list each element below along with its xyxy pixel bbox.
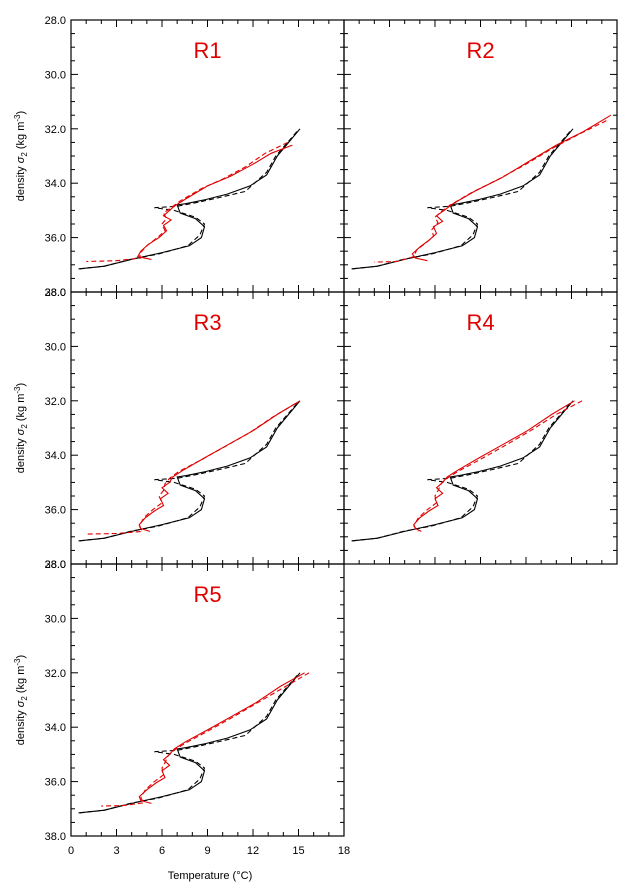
y-axis-title: density σ2 (kg m-3) <box>13 111 29 201</box>
y-tick-label: 34.0 <box>45 722 66 734</box>
y-label-symbol: σ <box>15 428 27 435</box>
y-tick-label: 30.0 <box>45 341 66 353</box>
y-label-sub: 2 <box>20 696 29 701</box>
y-tick-label: 38.0 <box>45 559 66 571</box>
y-tick-label: 28.0 <box>45 287 66 299</box>
panel-title: R5 <box>193 582 221 607</box>
ticks <box>70 19 345 293</box>
y-label-unit: (kg m <box>15 394 27 425</box>
x-axis-title: Temperature (°C) <box>168 870 252 882</box>
y-tick-label: 36.0 <box>45 233 66 245</box>
y-axis-labels: density σ2 (kg m-3)density σ2 (kg m-3)de… <box>13 111 29 745</box>
series-red-dashed <box>101 672 310 807</box>
y-label-symbol: σ <box>15 700 27 707</box>
panel-title: R2 <box>466 38 494 63</box>
y-label-unit-close: ) <box>15 111 27 115</box>
y-tick-label: 36.0 <box>45 505 66 517</box>
y-axis-title: density σ2 (kg m-3) <box>13 655 29 745</box>
x-tick-label: 3 <box>113 845 119 857</box>
y-label-text: density <box>15 163 27 201</box>
ticks <box>70 563 345 837</box>
series-black-solid <box>78 128 301 270</box>
y-tick-label: 38.0 <box>45 831 66 843</box>
series-red-dashed <box>86 141 289 263</box>
y-tick-label: 30.0 <box>45 69 66 81</box>
x-tick-label: 0 <box>68 845 74 857</box>
panel-r4: R4 <box>343 291 618 565</box>
series-black-dashed <box>78 403 298 542</box>
series-black-dashed <box>351 131 571 270</box>
ticks <box>343 291 618 565</box>
y-tick-label: 28.0 <box>45 15 66 27</box>
panel-title: R4 <box>466 310 494 335</box>
panel-r1: 28.0 30.0 32.0 34.0 36.0 38.0 R1 <box>45 15 345 299</box>
panel-title: R3 <box>193 310 221 335</box>
y-label-text: density <box>15 707 27 745</box>
y-axis-title: density σ2 (kg m-3) <box>13 383 29 473</box>
ticks <box>343 19 618 293</box>
x-tick-label: 18 <box>338 845 350 857</box>
y-tick-label: 28.0 <box>45 559 66 571</box>
x-tick-label: 9 <box>204 845 210 857</box>
y-label-unit: (kg m <box>15 666 27 697</box>
series-red-dashed <box>413 400 583 532</box>
y-tick-label: 34.0 <box>45 450 66 462</box>
y-label-symbol: σ <box>15 156 27 163</box>
y-label-text: density <box>15 435 27 473</box>
x-tick-label: 6 <box>159 845 165 857</box>
series-black-dashed <box>351 403 571 542</box>
y-label-unit-close: ) <box>15 655 27 659</box>
y-tick-label: 34.0 <box>45 178 66 190</box>
y-label-unit-exp: -3 <box>13 658 22 666</box>
series-red-solid <box>411 114 612 262</box>
series-red-dashed <box>374 120 607 263</box>
y-tick-label: 32.0 <box>45 396 66 408</box>
x-tick-label: 15 <box>292 845 304 857</box>
y-label-unit-close: ) <box>15 383 27 387</box>
panel-r2: R2 <box>343 19 618 293</box>
series-red-solid <box>138 400 301 532</box>
x-tick-label: 12 <box>247 845 259 857</box>
panel-title: R1 <box>193 38 221 63</box>
series-black-dashed <box>78 131 298 270</box>
y-label-sub: 2 <box>20 152 29 157</box>
y-tick-label: 30.0 <box>45 613 66 625</box>
y-tick-label: 38.0 <box>45 287 66 299</box>
y-label-sub: 2 <box>20 424 29 429</box>
y-tick-label: 36.0 <box>45 777 66 789</box>
panels: 28.0 30.0 32.0 34.0 36.0 38.0 R1 R2 28.0 30.0 32.0… <box>45 15 618 857</box>
series-black-solid <box>78 672 301 814</box>
y-tick-label: 32.0 <box>45 124 66 136</box>
x-axis-label: Temperature (°C) <box>168 870 252 882</box>
series-red-solid <box>136 144 293 260</box>
series-black-dashed <box>78 675 298 814</box>
y-label-unit-exp: -3 <box>13 386 22 394</box>
series-red-solid <box>138 672 305 804</box>
panel-r3: 28.0 30.0 32.0 34.0 36.0 38.0 R3 <box>45 287 345 571</box>
y-label-unit-exp: -3 <box>13 114 22 122</box>
y-tick-label: 32.0 <box>45 668 66 680</box>
y-label-unit: (kg m <box>15 122 27 153</box>
series-red-dashed <box>86 403 296 535</box>
series-red-solid <box>413 400 575 532</box>
